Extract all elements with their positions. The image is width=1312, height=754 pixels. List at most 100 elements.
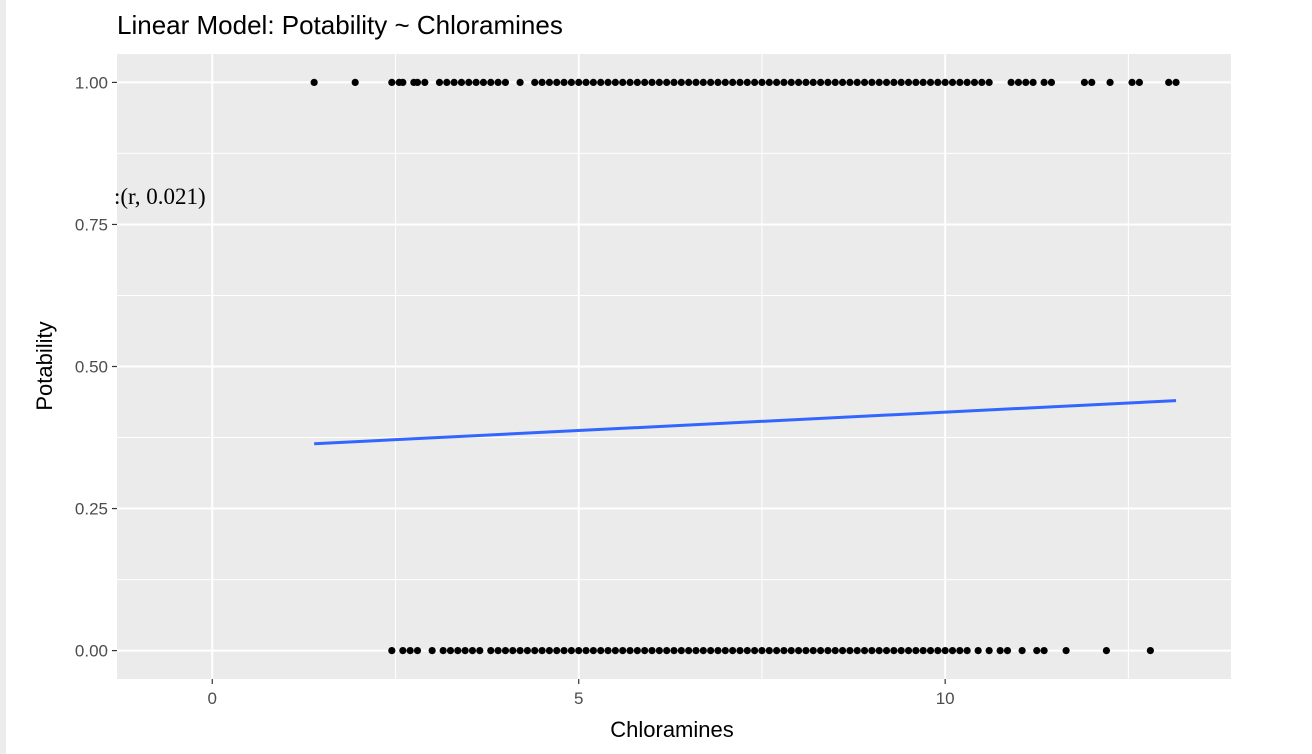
data-point (985, 78, 993, 87)
data-point (575, 646, 583, 655)
data-point (765, 646, 773, 655)
data-point (707, 78, 715, 87)
data-point (707, 646, 715, 655)
data-point (479, 78, 488, 87)
data-point (758, 78, 766, 87)
data-point (714, 646, 722, 655)
data-point (685, 646, 693, 655)
data-point (1003, 646, 1012, 655)
data-point (926, 646, 935, 655)
data-point (948, 78, 957, 87)
data-point (575, 78, 583, 87)
data-point (472, 78, 480, 87)
data-point (611, 78, 619, 87)
data-point (461, 646, 469, 655)
data-point (934, 646, 942, 655)
data-points (310, 78, 1180, 655)
data-point (457, 78, 466, 87)
annotation-label: :(r, 0.021) (114, 184, 206, 209)
data-point (743, 646, 751, 655)
data-point (816, 78, 825, 87)
data-point (648, 78, 656, 87)
data-point (1018, 646, 1026, 655)
data-point (516, 646, 524, 655)
data-point (780, 78, 788, 87)
data-point (838, 646, 847, 655)
data-point (794, 646, 803, 655)
data-point (663, 78, 671, 87)
data-point (494, 78, 502, 87)
data-point (633, 78, 641, 87)
data-point (501, 646, 510, 655)
data-point (545, 646, 554, 655)
data-point (692, 646, 700, 655)
data-point (428, 646, 436, 655)
data-point (670, 78, 678, 87)
regression-line (314, 399, 1177, 446)
data-point (699, 646, 707, 655)
data-point (853, 646, 861, 655)
data-point (487, 78, 495, 87)
data-point (538, 646, 546, 655)
data-point (677, 646, 685, 655)
data-point (751, 646, 759, 655)
x-tick-label: 10 (936, 689, 955, 708)
data-point (1062, 646, 1070, 655)
data-point (890, 78, 898, 87)
data-point (860, 646, 869, 655)
data-point (934, 78, 942, 87)
data-point (1040, 646, 1048, 655)
data-point (956, 78, 964, 87)
data-point (655, 78, 663, 87)
data-point (809, 646, 817, 655)
data-point (560, 646, 568, 655)
y-axis-title: Potability (32, 321, 57, 410)
data-point (1029, 78, 1037, 87)
data-point (553, 646, 561, 655)
data-point (641, 78, 649, 87)
data-point (985, 646, 993, 655)
data-point (875, 646, 883, 655)
y-tick-label: 0.25 (75, 500, 108, 519)
data-point (523, 646, 532, 655)
data-point (399, 646, 407, 655)
data-point (1106, 78, 1114, 87)
data-point (1047, 78, 1056, 87)
data-point (919, 646, 927, 655)
data-point (831, 78, 839, 87)
data-point (476, 646, 484, 655)
data-point (670, 646, 678, 655)
data-point (443, 78, 451, 87)
data-point (560, 78, 568, 87)
data-point (553, 78, 561, 87)
data-point (1080, 78, 1089, 87)
data-point (846, 646, 854, 655)
data-point (890, 646, 898, 655)
data-point (388, 646, 396, 655)
data-point (1102, 646, 1111, 655)
x-axis-ticks: 0 5 10 (208, 679, 955, 708)
data-point (780, 646, 788, 655)
data-point (904, 78, 913, 87)
data-point (501, 78, 510, 87)
data-point (582, 78, 590, 87)
data-point (882, 646, 891, 655)
data-point (351, 78, 359, 87)
data-point (567, 78, 575, 87)
data-point (868, 78, 876, 87)
data-point (736, 646, 744, 655)
data-point (516, 78, 524, 87)
data-point (714, 78, 722, 87)
data-point (970, 78, 979, 87)
data-point (1135, 78, 1143, 87)
y-tick-label: 0.00 (75, 642, 108, 661)
data-point (487, 646, 495, 655)
data-point (758, 646, 766, 655)
data-point (941, 646, 949, 655)
y-axis-ticks: 0.00 0.25 0.50 0.75 1.00 (75, 73, 117, 661)
data-point (413, 78, 422, 87)
data-point (450, 78, 458, 87)
data-point (648, 646, 656, 655)
data-point (399, 78, 407, 87)
